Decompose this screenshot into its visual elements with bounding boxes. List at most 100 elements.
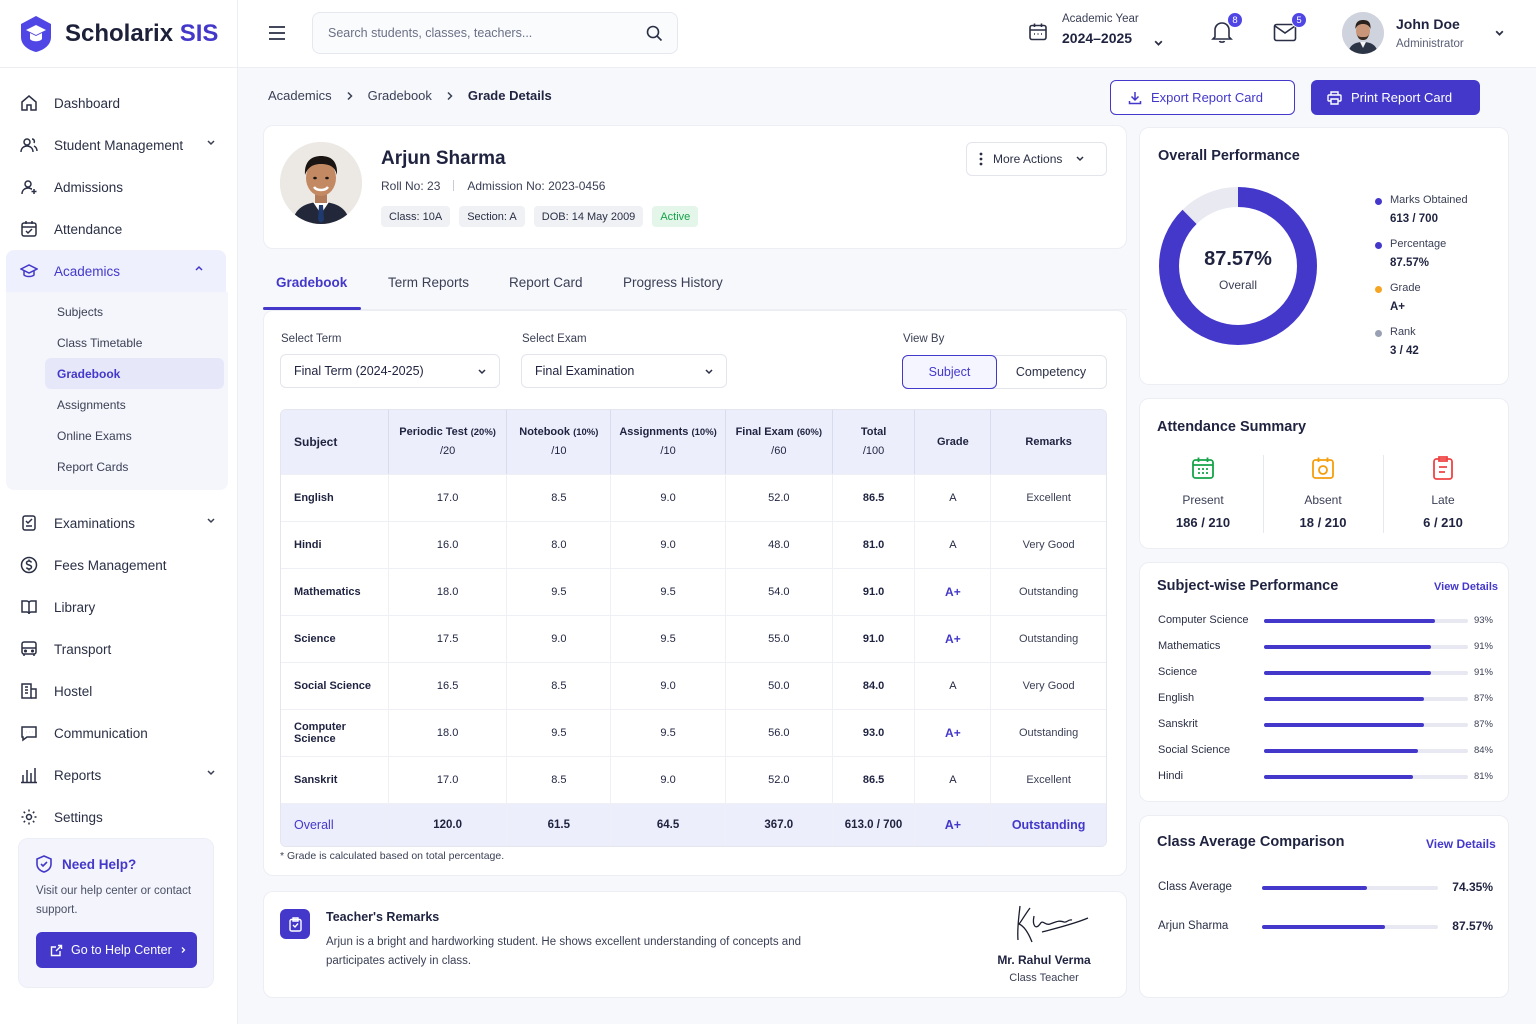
table-row[interactable]: Social Science 16.5 8.5 9.0 50.0 84.0 A Very Go…	[281, 662, 1106, 709]
building-icon	[20, 682, 38, 700]
subject-bar-label: Hindi	[1158, 770, 1184, 782]
sidebar-item-admissions[interactable]: Admissions	[0, 166, 238, 208]
subject-performance-card: Subject-wise Performance View Details Co…	[1139, 562, 1509, 802]
comparison-bar-row: Arjun Sharma 87.57%	[1158, 919, 1493, 935]
help-center-button[interactable]: Go to Help Center	[36, 932, 197, 968]
table-cell: 93.0	[833, 710, 916, 756]
column-header: Final Exam (60%) /60	[726, 410, 833, 474]
user-name: John Doe	[1396, 16, 1460, 32]
student-admission: Admission No: 2023-0456	[467, 179, 606, 193]
table-row-overall[interactable]: Overall 120.0 61.5 64.5 367.0 613.0 / 700 A+ Ou…	[281, 803, 1106, 846]
tab-term-reports[interactable]: Term Reports	[388, 275, 470, 290]
brand[interactable]: Scholarix SIS	[0, 0, 237, 68]
printer-icon	[1327, 90, 1351, 105]
more-actions-button[interactable]: More Actions	[966, 142, 1107, 176]
sidebar-item-examinations[interactable]: Examinations	[0, 502, 238, 544]
sidebar-item-student-management[interactable]: Student Management	[0, 124, 238, 166]
chevron-up-icon	[194, 264, 204, 274]
graduation-cap-icon	[20, 262, 38, 280]
sidebar-item-label: Academics	[54, 263, 121, 279]
table-cell: 16.0	[389, 522, 508, 568]
sidebar-item-label: Examinations	[54, 515, 136, 531]
sidebar-item-transport[interactable]: Transport	[0, 628, 238, 670]
remarks-title: Teacher's Remarks	[326, 910, 440, 924]
help-card: Need Help? Visit our help center or cont…	[18, 838, 214, 988]
sidebar-item-fees-management[interactable]: Fees Management	[0, 544, 238, 586]
sidebar-item-library[interactable]: Library	[0, 586, 238, 628]
column-header-weight: (60%)	[796, 427, 823, 438]
subject-bar-value: 87%	[1473, 693, 1493, 704]
sidebar-subitem-report-cards[interactable]: Report Cards	[57, 459, 129, 474]
chip-section: Section: A	[459, 206, 525, 227]
sidebar-item-communication[interactable]: Communication	[0, 712, 238, 754]
sidebar-subitem-online-exams[interactable]: Online Exams	[57, 428, 132, 443]
table-row[interactable]: Mathematics 18.0 9.5 9.5 54.0 91.0 A+ Outstandi…	[281, 568, 1106, 615]
table-row[interactable]: English 17.0 8.5 9.0 52.0 86.5 A Excellent	[281, 474, 1106, 521]
print-report-card-button[interactable]: Print Report Card	[1311, 80, 1480, 115]
legend-dot	[1375, 330, 1382, 337]
legend-label: Grade	[1390, 282, 1421, 294]
term-select[interactable]: Final Term (2024-2025)	[280, 354, 500, 388]
table-cell: Very Good	[1022, 539, 1075, 551]
search-input[interactable]	[313, 13, 613, 53]
sidebar-item-dashboard[interactable]: Dashboard	[0, 82, 238, 124]
sidebar-item-settings[interactable]: Settings	[0, 796, 238, 838]
subject-performance-view-details-link[interactable]: View Details	[1434, 581, 1498, 593]
tab-report-card[interactable]: Report Card	[509, 275, 583, 290]
messages-button[interactable]: 5	[1273, 12, 1307, 42]
clipboard-icon	[280, 909, 310, 939]
brand-name: Scholarix SIS	[65, 20, 218, 48]
user-menu[interactable]: John Doe Administrator	[1342, 12, 1505, 54]
view-by-competency[interactable]: Competency	[1015, 365, 1087, 379]
table-row[interactable]: Sanskrit 17.0 8.5 9.0 52.0 86.5 A Excellent	[281, 756, 1106, 803]
subject-bar-label: Science	[1158, 666, 1198, 678]
sidebar-item-attendance[interactable]: Attendance	[0, 208, 238, 250]
table-row[interactable]: Hindi 16.0 8.0 9.0 48.0 81.0 A Very Good	[281, 521, 1106, 568]
table-row[interactable]: Computer Science 18.0 9.5 9.5 56.0 93.0 A+ Outs…	[281, 709, 1106, 756]
divider	[1263, 455, 1264, 533]
avatar	[1342, 12, 1384, 54]
legend-item: Grade A+	[1375, 282, 1468, 326]
table-cell: 91.0	[833, 569, 916, 615]
brand-name-accent: SIS	[179, 19, 219, 47]
subject-bar-row: Hindi 81%	[1158, 770, 1493, 784]
subject-bar-row: Science 91%	[1158, 666, 1493, 680]
sidebar-subitem-assignments[interactable]: Assignments	[57, 397, 126, 412]
table-cell: 17.5	[389, 616, 508, 662]
column-header: Grade	[915, 410, 992, 474]
table-cell: Excellent	[1026, 492, 1071, 504]
late-value: 6 / 210	[1423, 515, 1463, 530]
export-report-card-button[interactable]: Export Report Card	[1110, 80, 1295, 115]
breadcrumb-academics[interactable]: Academics	[268, 88, 332, 103]
sidebar-subitem-subjects[interactable]: Subjects	[57, 304, 104, 319]
tab-gradebook[interactable]: Gradebook	[276, 275, 348, 290]
legend-item: Rank 3 / 42	[1375, 326, 1468, 370]
sidebar-subitem-class-timetable[interactable]: Class Timetable	[57, 335, 143, 350]
academic-year-selector[interactable]: Academic Year 2024–2025	[1028, 13, 1164, 49]
sidebar-item-academics[interactable]: Academics	[6, 250, 226, 292]
search-icon[interactable]	[646, 25, 663, 42]
table-cell: 48.0	[726, 522, 833, 568]
subject-bar-track	[1264, 749, 1468, 753]
table-cell: 55.0	[726, 616, 833, 662]
subject-bar-track	[1264, 645, 1468, 649]
donut-percent: 87.57%	[1204, 248, 1272, 270]
view-by-subject[interactable]: Subject	[902, 355, 997, 389]
comparison-bar-label: Arjun Sharma	[1158, 920, 1229, 932]
sidebar-item-label: Settings	[54, 809, 103, 825]
class-comparison-view-details-link[interactable]: View Details	[1426, 837, 1496, 851]
sidebar-subitem-gradebook[interactable]: Gradebook	[45, 358, 224, 389]
exam-select[interactable]: Final Examination	[521, 354, 727, 388]
table-row[interactable]: Science 17.5 9.0 9.5 55.0 91.0 A+ Outstanding	[281, 615, 1106, 662]
signature	[1012, 902, 1092, 946]
attendance-present: Present 186 / 210	[1143, 455, 1263, 530]
sidebar-item-hostel[interactable]: Hostel	[0, 670, 238, 712]
tab-progress-history[interactable]: Progress History	[623, 275, 723, 290]
sidebar-item-reports[interactable]: Reports	[0, 754, 238, 796]
breadcrumb-gradebook[interactable]: Gradebook	[367, 88, 432, 103]
column-header-title: Periodic Test (20%)	[399, 423, 496, 442]
messages-badge: 5	[1291, 12, 1307, 28]
notifications-button[interactable]: 8	[1211, 12, 1243, 44]
comparison-bar-value: 87.57%	[1452, 919, 1493, 933]
hamburger-menu-icon[interactable]	[268, 25, 286, 41]
